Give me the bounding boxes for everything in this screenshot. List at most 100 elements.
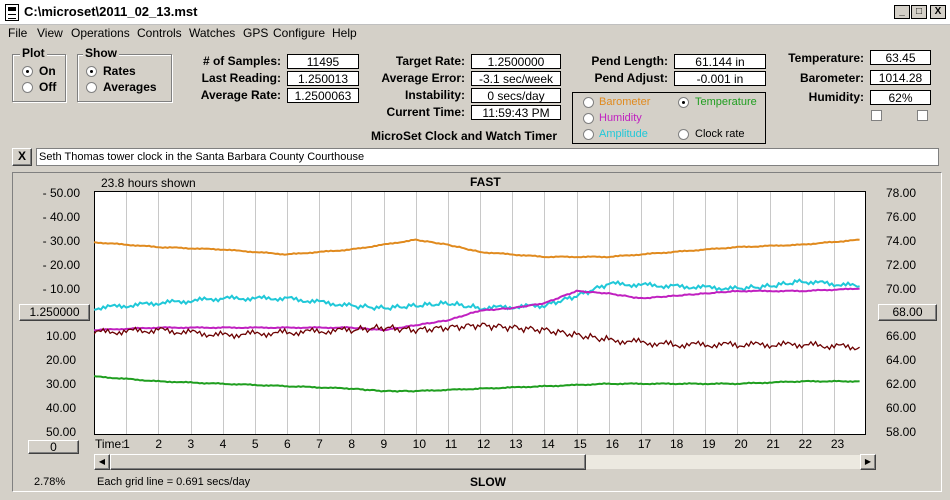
slow-label: SLOW (470, 475, 506, 489)
time-tick-label: 23 (830, 437, 845, 451)
plot-group-title: Plot (20, 46, 47, 60)
right-axis-label: 60.00 (886, 401, 917, 415)
series-line-barometer (94, 238, 860, 259)
samples-field: 11495 (287, 54, 359, 69)
menu-watches[interactable]: Watches (189, 26, 236, 40)
right-axis-label: 66.00 (886, 329, 917, 343)
center-rate-button[interactable]: 1.250000 (19, 304, 90, 321)
left-axis-label: - 10.00 (42, 282, 80, 296)
menu-help[interactable]: Help (332, 26, 357, 40)
menu-controls[interactable]: Controls (137, 26, 182, 40)
time-tick-label: 16 (605, 437, 620, 451)
menu-view[interactable]: View (37, 26, 63, 40)
time-tick-label: 20 (734, 437, 748, 451)
right-axis-label: 78.00 (886, 186, 917, 200)
time-tick-label: 19 (702, 437, 716, 451)
plot-off-label[interactable]: Off (39, 80, 57, 94)
minimize-button[interactable]: _ (894, 5, 910, 19)
samples-label: # of Samples: (202, 54, 281, 68)
pend-adjust-field: -0.001 in (674, 71, 766, 86)
barometer-option[interactable]: Barometer (599, 96, 651, 108)
clock-rate-option[interactable]: Clock rate (695, 128, 745, 140)
barometer-field: 1014.28 (870, 70, 931, 85)
show-rates-radio[interactable] (86, 66, 97, 77)
last-reading-field: 1.250013 (287, 71, 359, 86)
subtitle: MicroSet Clock and Watch Timer (370, 129, 558, 143)
clear-description-button[interactable]: X (12, 148, 32, 166)
amplitude-option[interactable]: Amplitude (599, 128, 648, 140)
show-averages-label[interactable]: Averages (103, 80, 157, 94)
right-axis-label: 58.00 (886, 425, 917, 439)
right-axis-label: 62.00 (886, 377, 917, 391)
plot-on-label[interactable]: On (39, 64, 56, 78)
plot-on-radio[interactable] (22, 66, 33, 77)
pend-length-label: Pend Length: (591, 54, 668, 68)
humidity-field: 62% (870, 90, 931, 105)
left-axis-label: 20.00 (45, 353, 76, 367)
time-axis-label: Time: (95, 437, 125, 451)
amplitude-radio[interactable] (583, 129, 594, 140)
average-error-field: -3.1 sec/week (471, 71, 561, 86)
show-averages-radio[interactable] (86, 82, 97, 93)
option-checkbox-2[interactable] (917, 110, 928, 121)
option-checkbox-1[interactable] (871, 110, 882, 121)
scroll-left-button[interactable]: ◀ (94, 454, 110, 470)
time-tick-label: 17 (637, 437, 652, 451)
time-tick-label: 14 (541, 437, 555, 451)
close-button[interactable]: X (930, 5, 946, 19)
rate-plot (94, 191, 866, 435)
pend-length-field[interactable]: 61.144 in (674, 54, 766, 69)
temperature-radio[interactable] (678, 97, 689, 108)
right-axis-button[interactable]: 68.00 (878, 304, 937, 321)
right-axis-label: 72.00 (886, 258, 917, 272)
temperature-label: Temperature: (788, 51, 864, 65)
humidity-option[interactable]: Humidity (599, 112, 642, 124)
menu-gps[interactable]: GPS (243, 26, 269, 40)
zero-button[interactable]: 0 (28, 440, 79, 454)
app-icon[interactable] (5, 4, 19, 21)
time-tick-label: 1 (123, 437, 130, 451)
current-time-field: 11:59:43 PM (471, 105, 561, 120)
time-tick-label: 12 (477, 437, 491, 451)
instability-field: 0 secs/day (471, 88, 561, 103)
humidity-radio[interactable] (583, 113, 594, 124)
temperature-option[interactable]: Temperature (695, 96, 757, 108)
menu-file[interactable]: File (8, 26, 28, 40)
show-rates-label[interactable]: Rates (103, 64, 136, 78)
plot-off-radio[interactable] (22, 82, 33, 93)
left-axis-label: - 30.00 (42, 234, 80, 248)
scroll-thumb[interactable] (110, 454, 586, 470)
graph-panel (12, 172, 942, 492)
average-rate-label: Average Rate: (200, 88, 281, 102)
show-group-title: Show (83, 46, 119, 60)
plot-grid (126, 192, 835, 434)
time-tick-label: 6 (284, 437, 291, 451)
menu-operations[interactable]: Operations (71, 26, 130, 40)
left-axis-label: - 20.00 (42, 258, 80, 272)
menu-configure[interactable]: Configure (273, 26, 326, 40)
scroll-right-button[interactable]: ▶ (860, 454, 876, 470)
target-rate-field[interactable]: 1.2500000 (471, 54, 561, 69)
left-axis-label: 30.00 (45, 377, 76, 391)
current-time-label: Current Time: (386, 105, 465, 119)
right-axis-label: 76.00 (886, 210, 917, 224)
barometer-radio[interactable] (583, 97, 594, 108)
barometer-label: Barometer: (799, 71, 864, 85)
time-tick-label: 13 (509, 437, 523, 451)
time-tick-label: 2 (155, 437, 163, 451)
time-tick-label: 22 (798, 437, 813, 451)
percent-label: 2.78% (34, 476, 66, 488)
left-axis-label: 10.00 (45, 329, 76, 343)
average-error-label: Average Error: (381, 71, 465, 85)
description-input[interactable]: Seth Thomas tower clock in the Santa Bar… (36, 148, 939, 166)
time-tick-label: 8 (348, 437, 356, 451)
maximize-button[interactable]: □ (911, 5, 927, 19)
left-axis-label: 50.00 (45, 425, 76, 439)
series-line-temperature (94, 375, 860, 393)
series-line-clock-rate (94, 322, 860, 351)
left-axis-label: - 40.00 (42, 210, 80, 224)
sensor-options-box (572, 92, 766, 144)
instability-label: Instability: (404, 88, 465, 102)
clock-rate-radio[interactable] (678, 129, 689, 140)
plot-group (12, 54, 66, 102)
